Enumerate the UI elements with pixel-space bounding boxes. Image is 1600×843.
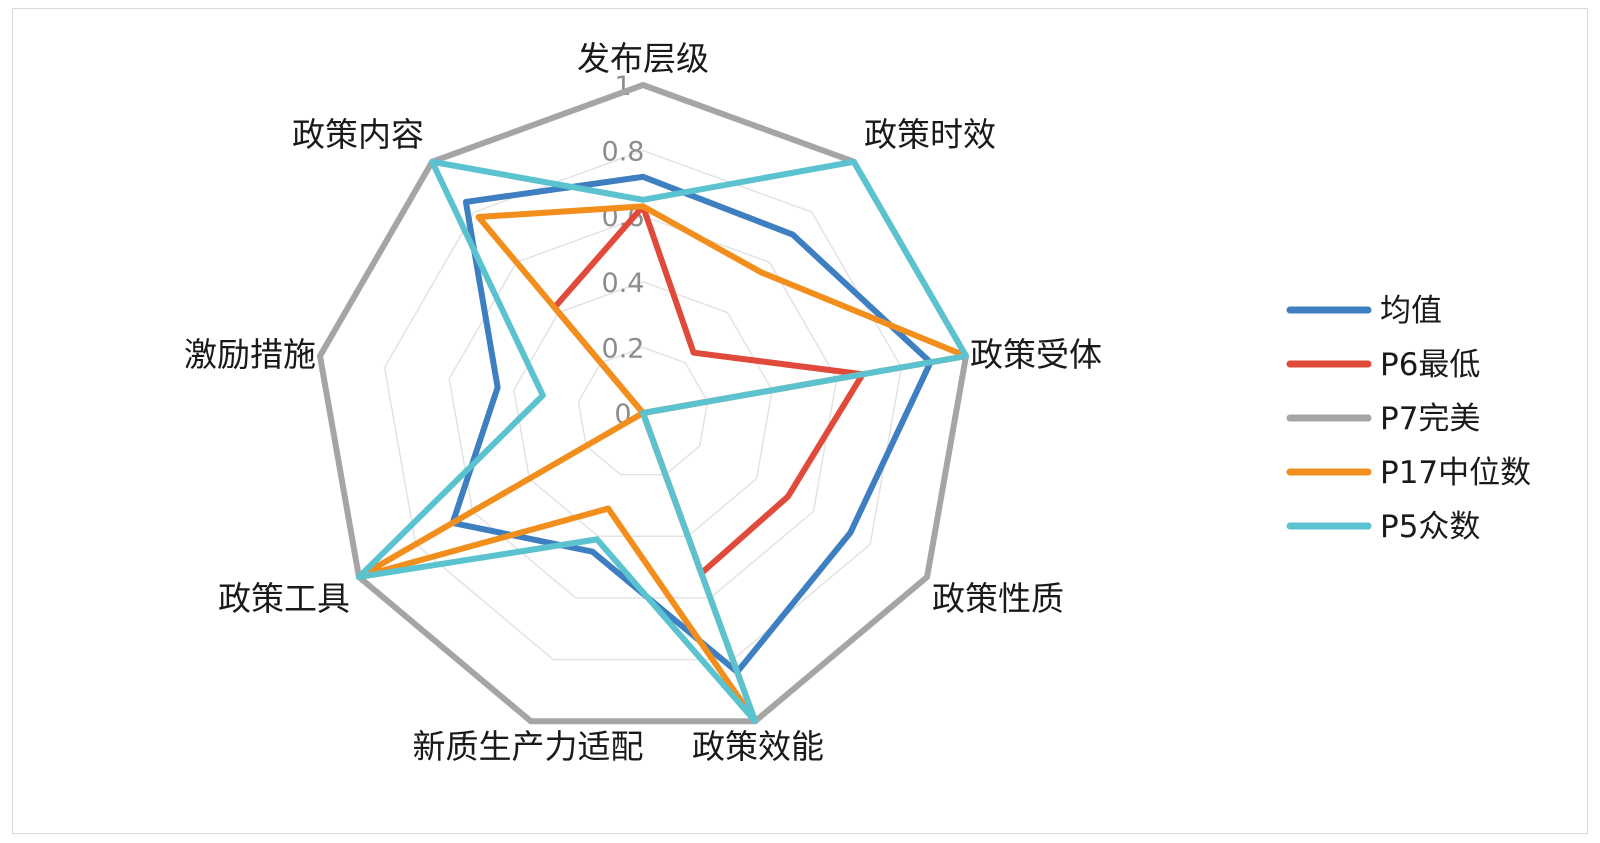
- legend-item: P6最低: [1286, 347, 1480, 383]
- legend-label: P6最低: [1380, 347, 1480, 383]
- series-lines: [316, 82, 970, 725]
- axis-label: 发布层级: [577, 39, 709, 78]
- axis-label: 政策时效: [864, 115, 996, 154]
- legend-label: P5众数: [1380, 509, 1480, 545]
- radial-ticks: 00.20.40.60.81: [602, 71, 645, 430]
- series-line-0: [316, 82, 970, 725]
- axis-label: 政策效能: [692, 727, 824, 766]
- axis-label: 激励措施: [184, 335, 316, 374]
- grid-ring-3: [448, 215, 838, 599]
- legend-item: 均值: [1286, 293, 1442, 329]
- tick-label: 0.4: [602, 268, 645, 299]
- axis-label: 政策工具: [218, 579, 350, 618]
- grid-ring-2: [513, 281, 773, 538]
- legend: 均值 P6最低 P7完美 P17中位数 P5众数: [1286, 293, 1531, 545]
- legend-item: P7完美: [1286, 401, 1480, 437]
- axis-label: 新质生产力适配: [413, 727, 644, 766]
- legend-item: P5众数: [1286, 509, 1480, 545]
- axis-label: 政策性质: [932, 579, 1064, 618]
- axis-label: 政策受体: [970, 335, 1102, 374]
- axis-label: 政策内容: [292, 115, 424, 154]
- series-line-3: [355, 203, 970, 725]
- tick-label: 0.2: [602, 333, 645, 364]
- tick-label: 0.8: [602, 137, 645, 168]
- legend-item: P17中位数: [1286, 455, 1531, 491]
- legend-label: P17中位数: [1380, 455, 1531, 491]
- series-line-1: [449, 173, 934, 675]
- legend-label: P7完美: [1380, 401, 1480, 437]
- radar-grid: [383, 149, 903, 661]
- legend-label: 均值: [1380, 293, 1442, 329]
- series-line-4: [355, 158, 970, 725]
- grid-ring-1: [577, 346, 709, 476]
